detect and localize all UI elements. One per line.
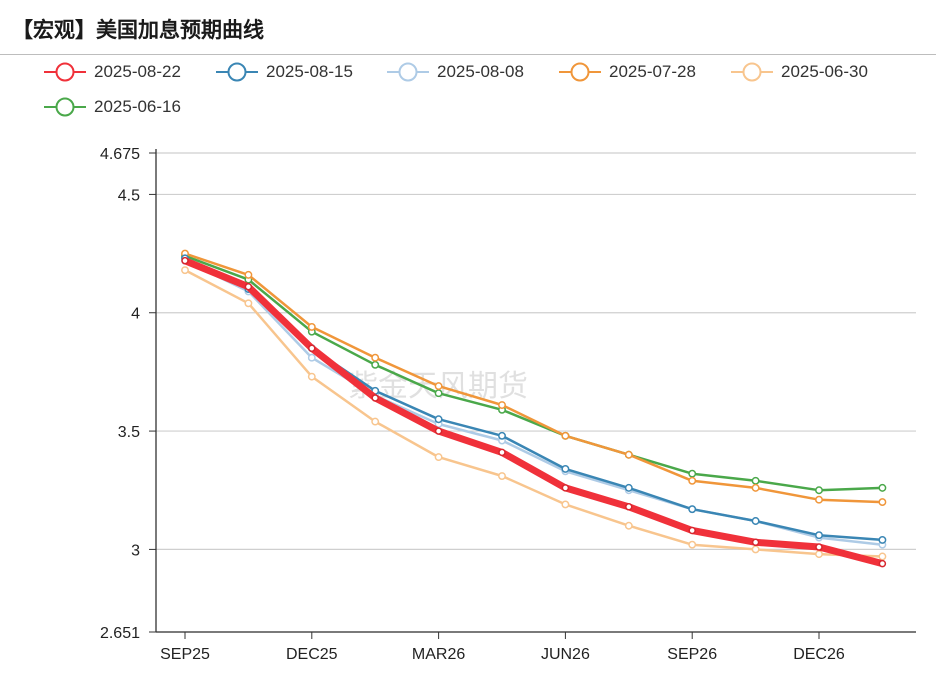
data-point-2025-08-22 bbox=[751, 538, 760, 547]
legend-marker-icon bbox=[731, 62, 773, 82]
data-point-2025-06-30 bbox=[815, 550, 823, 559]
data-point-2025-08-08 bbox=[307, 353, 316, 362]
data-point-2025-06-30 bbox=[878, 552, 887, 561]
legend-marker-icon bbox=[216, 62, 258, 82]
y-tick-label: 4.5 bbox=[118, 187, 140, 204]
data-point-2025-07-28 bbox=[244, 270, 253, 279]
chart-title: 【宏观】美国加息预期曲线 bbox=[12, 18, 264, 42]
data-point-2025-07-28 bbox=[688, 476, 697, 485]
x-tick-label: SEP26 bbox=[667, 646, 717, 663]
series-line-2025-07-28 bbox=[183, 252, 884, 504]
data-point-2025-08-22 bbox=[434, 427, 443, 435]
data-point-2025-06-16 bbox=[815, 486, 823, 495]
legend-label: 2025-07-28 bbox=[609, 62, 696, 81]
legend-label: 2025-06-16 bbox=[94, 97, 181, 116]
data-point-2025-06-30 bbox=[751, 545, 760, 554]
data-point-2025-06-30 bbox=[307, 372, 316, 381]
y-tick-label: 3 bbox=[131, 542, 140, 559]
data-point-2025-06-16 bbox=[878, 483, 887, 492]
legend-item-2025-06-30[interactable]: 2025-06-30 bbox=[731, 60, 868, 84]
legend-label: 2025-06-30 bbox=[781, 62, 868, 81]
x-tick-label: DEC26 bbox=[793, 646, 845, 663]
legend-marker-icon bbox=[44, 62, 86, 82]
data-point-2025-08-22 bbox=[308, 344, 316, 352]
data-point-2025-06-16 bbox=[371, 360, 380, 369]
data-point-2025-07-28 bbox=[624, 450, 633, 459]
data-point-2025-08-22 bbox=[625, 503, 633, 511]
y-tick-label: 4 bbox=[131, 306, 140, 323]
data-point-2025-07-28 bbox=[498, 401, 506, 409]
data-point-2025-07-28 bbox=[751, 483, 760, 492]
data-point-2025-06-30 bbox=[498, 472, 506, 480]
series-line-2025-08-15 bbox=[183, 257, 884, 542]
x-tick-label: MAR26 bbox=[412, 646, 465, 663]
data-point-2025-08-15 bbox=[434, 415, 443, 424]
legend-item-2025-08-08[interactable]: 2025-08-08 bbox=[387, 60, 524, 84]
data-point-2025-06-16 bbox=[751, 476, 760, 485]
data-point-2025-08-22 bbox=[688, 526, 696, 535]
data-point-2025-07-28 bbox=[307, 322, 316, 331]
legend-marker-icon bbox=[44, 97, 86, 117]
data-point-2025-08-22 bbox=[815, 543, 823, 551]
series-line-2025-06-30 bbox=[183, 268, 884, 558]
data-point-2025-08-15 bbox=[751, 517, 760, 525]
legend-marker-icon bbox=[387, 62, 429, 82]
legend-label: 2025-08-22 bbox=[94, 62, 181, 81]
data-point-2025-06-30 bbox=[244, 299, 253, 308]
data-point-2025-08-22 bbox=[878, 559, 887, 568]
data-point-2025-06-30 bbox=[688, 540, 697, 549]
data-point-2025-08-22 bbox=[244, 282, 253, 291]
y-tick-label: 2.651 bbox=[100, 625, 140, 642]
x-tick-label: JUN26 bbox=[541, 646, 590, 663]
data-point-2025-08-15 bbox=[878, 535, 887, 544]
data-point-2025-08-15 bbox=[498, 431, 506, 440]
legend-label: 2025-08-08 bbox=[437, 62, 524, 81]
x-tick-label: SEP25 bbox=[160, 646, 210, 663]
y-tick-label: 3.5 bbox=[118, 424, 140, 441]
data-point-2025-06-16 bbox=[434, 389, 443, 398]
y-tick-label: 4.675 bbox=[100, 146, 140, 163]
data-point-2025-07-28 bbox=[815, 495, 823, 504]
series-line-2025-08-08 bbox=[183, 259, 884, 546]
data-point-2025-06-30 bbox=[561, 500, 570, 509]
x-tick-label: DEC25 bbox=[286, 646, 338, 663]
legend-item-2025-08-15[interactable]: 2025-08-15 bbox=[216, 60, 353, 84]
legend-label: 2025-08-15 bbox=[266, 62, 353, 81]
data-point-2025-08-15 bbox=[561, 464, 570, 473]
legend-item-2025-08-22[interactable]: 2025-08-22 bbox=[44, 60, 181, 84]
data-point-2025-08-15 bbox=[624, 483, 633, 492]
legend-marker-icon bbox=[559, 62, 601, 82]
title-divider bbox=[0, 54, 936, 55]
data-point-2025-07-28 bbox=[561, 431, 570, 440]
data-point-2025-08-22 bbox=[498, 448, 506, 457]
data-point-2025-08-15 bbox=[688, 505, 697, 514]
data-point-2025-06-30 bbox=[371, 417, 380, 426]
data-point-2025-07-28 bbox=[371, 353, 380, 362]
legend-item-2025-06-16[interactable]: 2025-06-16 bbox=[44, 95, 181, 119]
data-point-2025-08-22 bbox=[561, 484, 570, 492]
data-point-2025-08-22 bbox=[181, 256, 189, 265]
legend-item-2025-07-28[interactable]: 2025-07-28 bbox=[559, 60, 696, 84]
data-point-2025-08-15 bbox=[815, 531, 823, 540]
data-point-2025-06-30 bbox=[624, 521, 633, 530]
data-point-2025-06-30 bbox=[181, 266, 189, 275]
data-point-2025-08-22 bbox=[371, 394, 379, 402]
data-point-2025-07-28 bbox=[878, 498, 887, 507]
data-point-2025-06-30 bbox=[434, 453, 443, 462]
data-point-2025-07-28 bbox=[434, 382, 443, 391]
data-point-2025-06-16 bbox=[688, 469, 697, 478]
series-line-2025-06-16 bbox=[183, 254, 884, 492]
series-line-2025-08-22 bbox=[181, 257, 886, 568]
